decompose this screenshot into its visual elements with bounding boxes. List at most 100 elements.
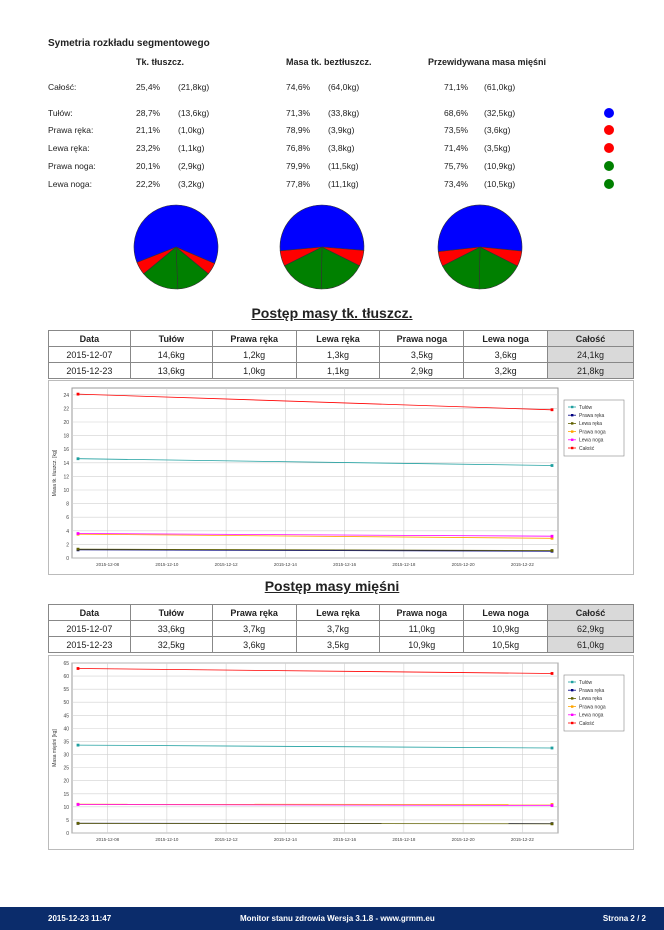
pie-slice-trunk (279, 204, 365, 252)
table-header-cell: Prawa ręka (211, 604, 297, 621)
segment-cell-lean-kg: (33,8kg) (328, 108, 360, 118)
legend-label: Całość (579, 446, 595, 452)
header-muscle: Przewidywana masa mięśni (428, 57, 547, 67)
x-tick-label: 2015-12-20 (452, 837, 476, 842)
legend-marker (571, 414, 574, 417)
data-point (550, 672, 554, 675)
data-point (76, 667, 80, 670)
pie-slice-left-leg (442, 246, 481, 290)
muscle-progress-table: Data Tułów Prawa ręka Lewa ręka Prawa noga Le… (48, 604, 634, 653)
legend-box (563, 399, 625, 457)
y-tick-label: 0 (66, 831, 69, 837)
segment-row: Całość: 25,4% (21,8kg) 74,6% (64,0kg) 71,1% (6… (48, 82, 628, 96)
segment-cell-muscle-kg: (10,5kg) (484, 179, 516, 189)
y-tick-label: 40 (63, 726, 69, 732)
segment-color-dot (604, 108, 614, 118)
chart-legend: Tułów Prawa ręka Lewa ręka Prawa noga Lewa n… (563, 399, 625, 457)
data-point (76, 743, 80, 747)
footer-page: Strona 2 / 2 (602, 914, 646, 923)
y-tick-label: 20 (63, 420, 69, 426)
table-row: 2015-12-23 32,5kg 3,6kg 3,5kg 10,9kg 10,5kg 61… (48, 636, 634, 653)
segment-cell-fat-pct: 22,2% (136, 179, 161, 189)
y-tick-label: 14 (63, 461, 69, 467)
y-tick-label: 2 (66, 542, 69, 548)
legend-box (563, 674, 625, 732)
segment-color-dot (604, 143, 614, 153)
series-line (77, 744, 553, 749)
x-tick-label: 2015-12-10 (155, 837, 179, 842)
table-header-cell: Data (48, 330, 131, 347)
legend-marker (571, 446, 574, 450)
data-point (550, 464, 554, 467)
table-header-cell: Lewa ręka (295, 330, 381, 347)
chart-legend: Tułów Prawa ręka Lewa ręka Prawa noga Lewa n… (563, 674, 625, 732)
table-cell: 3,7kg (295, 620, 381, 637)
y-tick-label: 5 (66, 818, 69, 824)
segment-cell-fat-kg: (21,8kg) (178, 82, 210, 92)
legend-marker (571, 430, 574, 433)
data-point (550, 822, 554, 826)
table-cell: 11,0kg (379, 620, 465, 637)
segment-cell-muscle-pct: 73,4% (444, 179, 469, 189)
legend-label: Tułów (579, 405, 593, 411)
x-tick-label: 2015-12-22 (511, 837, 535, 842)
segment-cell-lean-pct: 78,9% (286, 125, 311, 135)
series-line (77, 668, 553, 674)
table-header-cell: Lewa noga (463, 604, 549, 621)
segment-pie (437, 204, 523, 290)
segment-cell-muscle-pct: 73,5% (444, 125, 469, 135)
segment-row: Prawa ręka: 21,1% (1,0kg) 78,9% (3,9kg) 73,5%… (48, 125, 628, 139)
segment-cell-fat-pct: 21,1% (136, 125, 161, 135)
segment-cell-muscle-pct: 68,6% (444, 108, 469, 118)
pie-slice-left-leg (284, 246, 323, 290)
segment-cell-fat-kg: (1,0kg) (178, 125, 205, 135)
table-cell: 3,2kg (463, 362, 549, 379)
table-cell: 21,8kg (547, 362, 634, 379)
legend-label: Lewa ręka (579, 696, 602, 702)
y-axis-label: Masa tk. tłuszcz. [kg] (52, 449, 58, 496)
muscle-progress-title: Postęp masy mięśni (264, 578, 400, 594)
segment-pie (133, 204, 219, 290)
plot-area (71, 387, 559, 559)
segment-cell-muscle-kg: (3,5kg) (484, 143, 511, 153)
table-header-cell: Tułów (129, 330, 213, 347)
pie-slice-right-arm (175, 246, 216, 275)
table-cell: 1,0kg (211, 362, 297, 379)
table-cell: 62,9kg (547, 620, 634, 637)
fat-progress-table: Data Tułów Prawa ręka Lewa ręka Prawa noga Le… (48, 330, 634, 379)
table-cell: 1,3kg (295, 346, 381, 363)
table-cell: 10,5kg (463, 636, 549, 653)
x-tick-label: 2015-12-08 (96, 837, 120, 842)
y-tick-label: 24 (63, 393, 69, 399)
table-header-cell: Prawa ręka (211, 330, 297, 347)
table-cell: 61,0kg (547, 636, 634, 653)
series-line (77, 533, 553, 537)
table-cell: 3,7kg (211, 620, 297, 637)
y-tick-label: 4 (66, 529, 69, 535)
y-tick-label: 0 (66, 556, 69, 562)
y-tick-label: 55 (63, 687, 69, 693)
data-point (76, 803, 80, 806)
table-cell: 1,2kg (211, 346, 297, 363)
series-line (77, 822, 553, 825)
series-line (77, 533, 553, 539)
segment-cell-fat-kg: (13,6kg) (178, 108, 210, 118)
segment-row: Lewa ręka: 23,2% (1,1kg) 76,8% (3,8kg) 71,4% (… (48, 143, 628, 157)
pie-slice-right-leg (320, 246, 360, 290)
table-cell: 2015-12-07 (48, 346, 131, 363)
legend-label: Lewa noga (579, 438, 604, 444)
x-tick-label: 2015-12-16 (333, 837, 357, 842)
table-cell: 24,1kg (547, 346, 634, 363)
table-cell: 2015-12-07 (48, 620, 131, 637)
pie-slice-right-arm (321, 246, 365, 267)
plot-area (71, 662, 559, 834)
segment-cell-lean-pct: 74,6% (286, 82, 311, 92)
data-point (76, 532, 80, 535)
segment-cell-lean-kg: (64,0kg) (328, 82, 360, 92)
segment-cell-muscle-kg: (3,6kg) (484, 125, 511, 135)
legend-label: Tułów (579, 680, 593, 686)
segment-pies (133, 204, 523, 290)
y-tick-label: 12 (63, 474, 69, 480)
y-tick-label: 18 (63, 434, 69, 440)
